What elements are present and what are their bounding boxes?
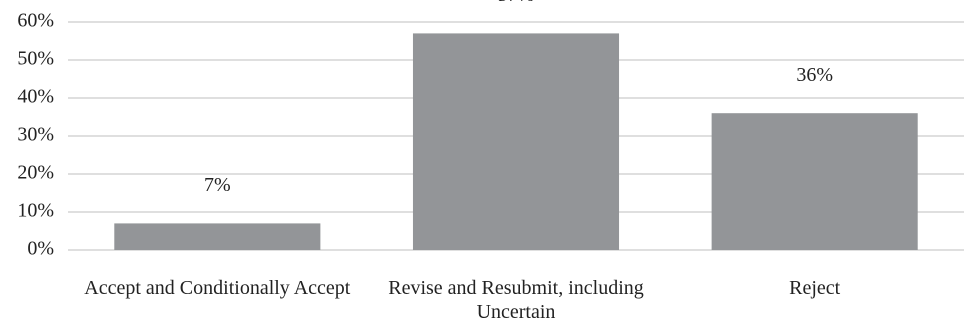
bar (412, 33, 620, 251)
y-tick-label: 50% (17, 48, 54, 70)
data-label: 57% (498, 0, 535, 6)
y-tick-label: 10% (17, 200, 54, 222)
y-tick-label: 30% (17, 124, 54, 146)
y-tick-label: 0% (27, 238, 54, 260)
x-tick-label: Reject (789, 277, 841, 299)
x-tick-label: Accept and Conditionally Accept (84, 277, 351, 299)
y-tick-label: 40% (17, 86, 54, 108)
bar (711, 113, 918, 250)
y-tick-label: 20% (17, 162, 54, 184)
bar (114, 223, 321, 250)
data-label: 7% (204, 174, 231, 196)
x-tick-label: Revise and Resubmit, including Uncertain (388, 277, 644, 323)
data-label: 36% (796, 64, 833, 86)
y-tick-label: 60% (17, 10, 54, 32)
